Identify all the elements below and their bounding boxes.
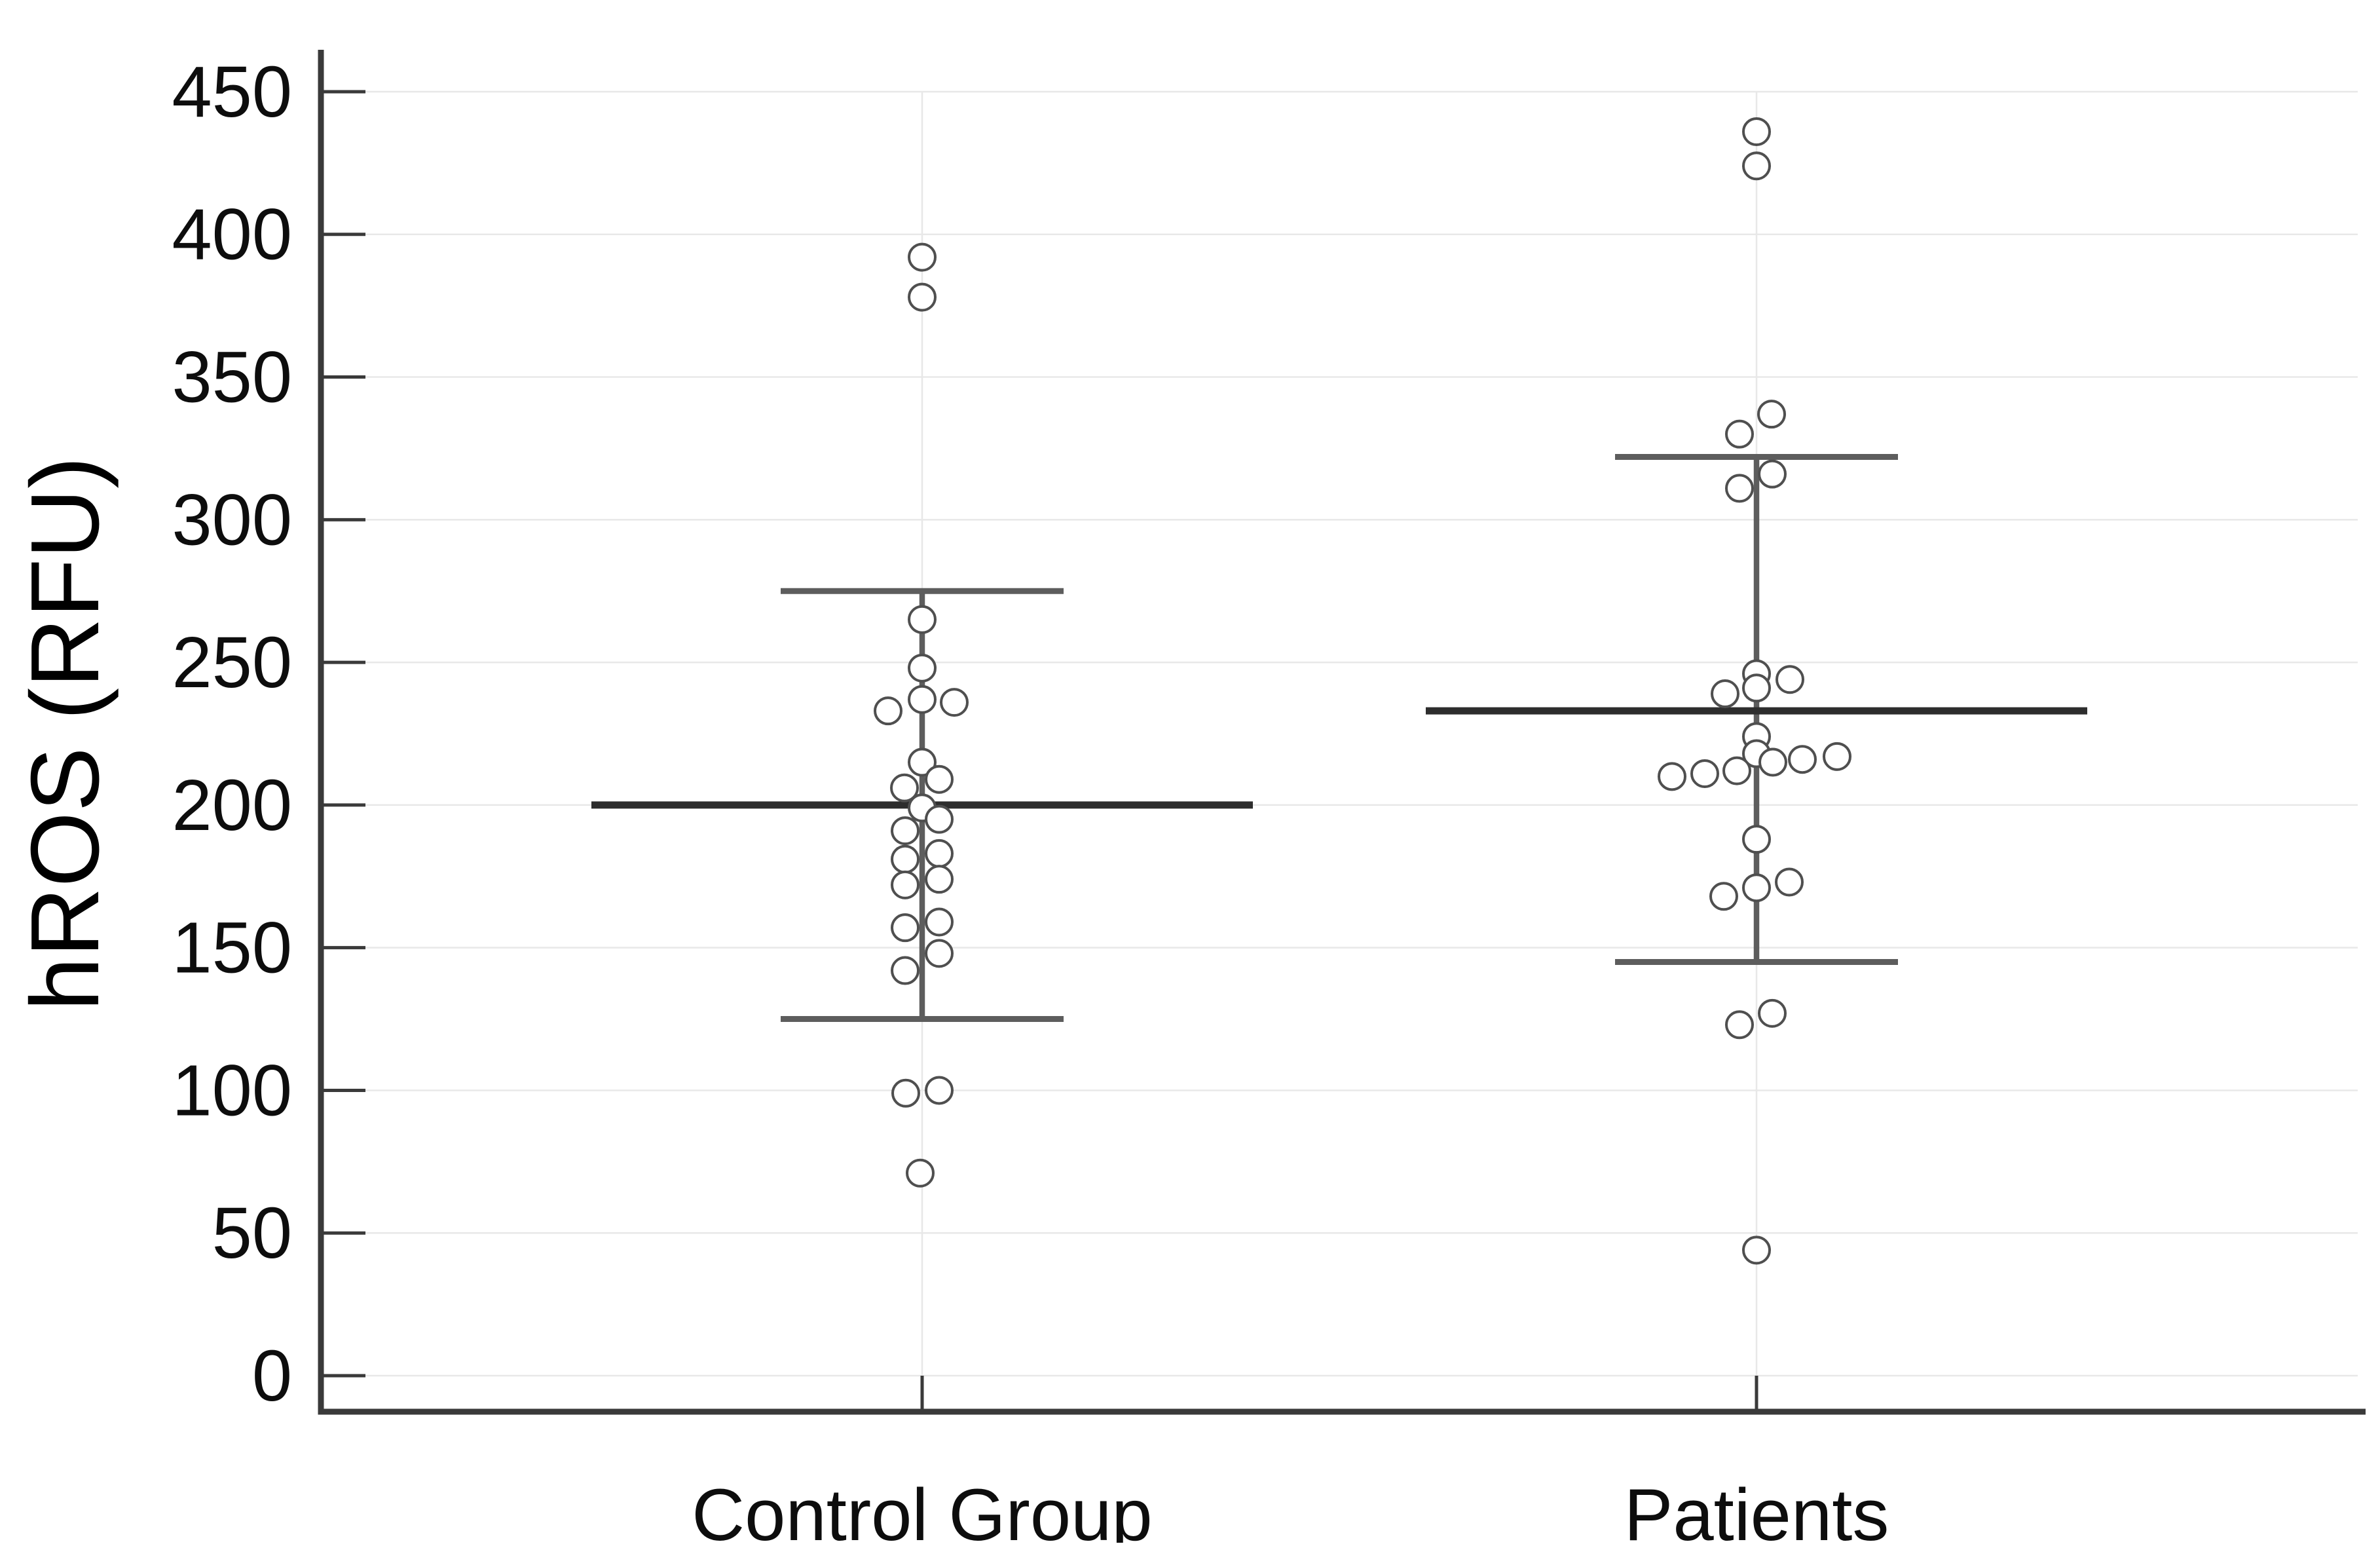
data-point [908, 282, 937, 312]
data-point [1725, 474, 1754, 503]
x-category-label: Patients [1624, 1474, 1889, 1543]
data-point [874, 696, 902, 726]
data-point [891, 956, 920, 985]
y-tick-label: 50 [212, 1193, 292, 1273]
data-point [1711, 679, 1739, 709]
data-point [890, 773, 919, 802]
data-point [925, 804, 954, 834]
y-tick-label: 400 [172, 195, 292, 275]
data-point [1758, 459, 1787, 489]
data-point [1658, 762, 1686, 791]
data-point [1742, 825, 1771, 854]
data-point [925, 1076, 954, 1105]
data-point [1742, 673, 1771, 703]
data-point [908, 653, 937, 683]
y-tick-label: 100 [172, 1050, 292, 1131]
y-tick-label: 300 [172, 480, 292, 560]
data-point [1725, 1010, 1754, 1040]
y-axis-title: hROS (RFU) [11, 457, 119, 1011]
data-point [1776, 665, 1804, 694]
data-point [1742, 117, 1771, 146]
data-point [1742, 1235, 1771, 1265]
data-point [906, 1158, 935, 1188]
data-point [1758, 747, 1787, 777]
y-tick-label: 350 [172, 337, 292, 418]
data-point [925, 939, 954, 968]
data-point [908, 747, 937, 777]
data-point [1725, 419, 1754, 449]
data-point [925, 865, 954, 894]
data-point [891, 913, 920, 943]
data-point [1775, 867, 1804, 897]
y-tick-label: 250 [172, 622, 292, 703]
y-tick-label: 150 [172, 908, 292, 989]
data-point [1742, 151, 1771, 181]
data-point [908, 242, 937, 272]
x-category-label: Control Group [692, 1474, 1152, 1543]
data-point [891, 816, 920, 846]
data-point [891, 1078, 920, 1108]
data-point [908, 605, 937, 634]
data-point [940, 688, 969, 717]
data-point [1788, 745, 1817, 774]
y-tick-label: 0 [252, 1336, 292, 1416]
data-point [1722, 756, 1751, 785]
data-point [925, 764, 954, 794]
data-point [1690, 759, 1719, 788]
y-tick-label: 450 [172, 52, 292, 132]
data-point [1709, 882, 1738, 911]
data-point [1758, 998, 1787, 1028]
data-point [908, 685, 937, 714]
y-tick-label: 200 [172, 765, 292, 846]
data-point [1742, 873, 1771, 903]
data-point [891, 844, 920, 874]
data-point [1823, 742, 1851, 771]
data-point [891, 870, 920, 899]
data-point [1757, 400, 1786, 429]
data-point [925, 907, 954, 937]
data-point [925, 839, 954, 868]
